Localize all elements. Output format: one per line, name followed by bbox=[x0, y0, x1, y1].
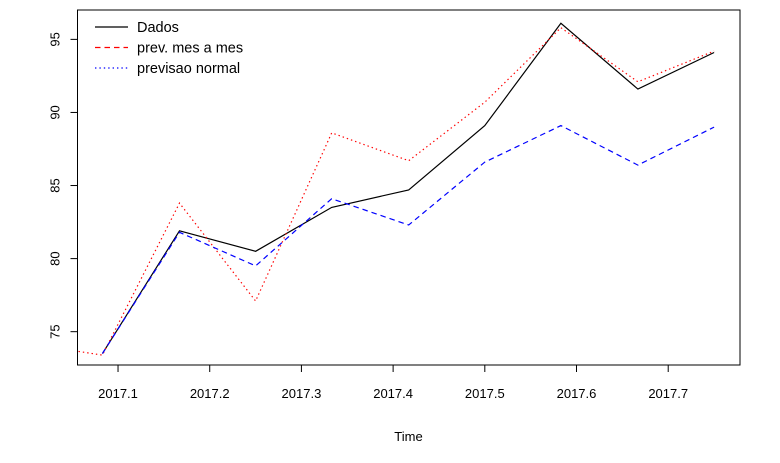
series-line-prev-mes-a-mes bbox=[77, 26, 715, 356]
plot-box bbox=[77, 9, 741, 366]
x-axis-title: Time bbox=[394, 429, 423, 444]
y-tick-label: 80 bbox=[48, 251, 63, 265]
series-line-previsao-normal bbox=[101, 124, 715, 354]
y-tick-label: 85 bbox=[48, 178, 63, 192]
legend-label-previsao-normal: previsao normal bbox=[137, 61, 240, 77]
y-tick-label: 90 bbox=[48, 105, 63, 119]
x-tick-label: 2017.2 bbox=[190, 386, 230, 401]
x-tick-label: 2017.4 bbox=[373, 386, 413, 401]
legend-label-dados: Dados bbox=[137, 20, 179, 36]
legend-label-prev-mes-a-mes: prev. mes a mes bbox=[137, 40, 243, 56]
x-tick-label: 2017.5 bbox=[465, 386, 505, 401]
x-tick-label: 2017.7 bbox=[648, 386, 688, 401]
x-tick-label: 2017.1 bbox=[98, 386, 138, 401]
y-tick-label: 75 bbox=[48, 324, 63, 338]
x-tick-label: 2017.6 bbox=[557, 386, 597, 401]
x-tick-label: 2017.3 bbox=[282, 386, 322, 401]
series-line-dados bbox=[101, 22, 715, 354]
y-tick-label: 95 bbox=[48, 32, 63, 46]
